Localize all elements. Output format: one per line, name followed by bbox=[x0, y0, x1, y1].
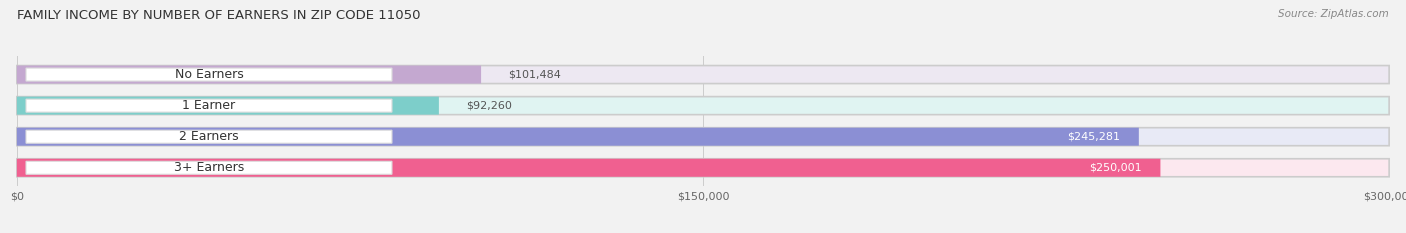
Text: $92,260: $92,260 bbox=[467, 101, 512, 111]
Text: FAMILY INCOME BY NUMBER OF EARNERS IN ZIP CODE 11050: FAMILY INCOME BY NUMBER OF EARNERS IN ZI… bbox=[17, 9, 420, 22]
Text: $101,484: $101,484 bbox=[509, 70, 561, 79]
FancyBboxPatch shape bbox=[17, 97, 439, 115]
Text: 2 Earners: 2 Earners bbox=[179, 130, 239, 143]
FancyBboxPatch shape bbox=[27, 130, 392, 143]
FancyBboxPatch shape bbox=[17, 159, 1389, 177]
FancyBboxPatch shape bbox=[27, 161, 392, 174]
FancyBboxPatch shape bbox=[17, 97, 1389, 115]
FancyBboxPatch shape bbox=[17, 65, 1389, 84]
Text: $250,001: $250,001 bbox=[1090, 163, 1142, 173]
Text: 3+ Earners: 3+ Earners bbox=[174, 161, 245, 174]
FancyBboxPatch shape bbox=[27, 68, 392, 81]
FancyBboxPatch shape bbox=[17, 65, 481, 84]
Text: No Earners: No Earners bbox=[174, 68, 243, 81]
Text: 1 Earner: 1 Earner bbox=[183, 99, 236, 112]
Text: $245,281: $245,281 bbox=[1067, 132, 1121, 142]
FancyBboxPatch shape bbox=[27, 99, 392, 112]
Text: Source: ZipAtlas.com: Source: ZipAtlas.com bbox=[1278, 9, 1389, 19]
FancyBboxPatch shape bbox=[17, 128, 1139, 146]
FancyBboxPatch shape bbox=[17, 159, 1160, 177]
FancyBboxPatch shape bbox=[17, 128, 1389, 146]
